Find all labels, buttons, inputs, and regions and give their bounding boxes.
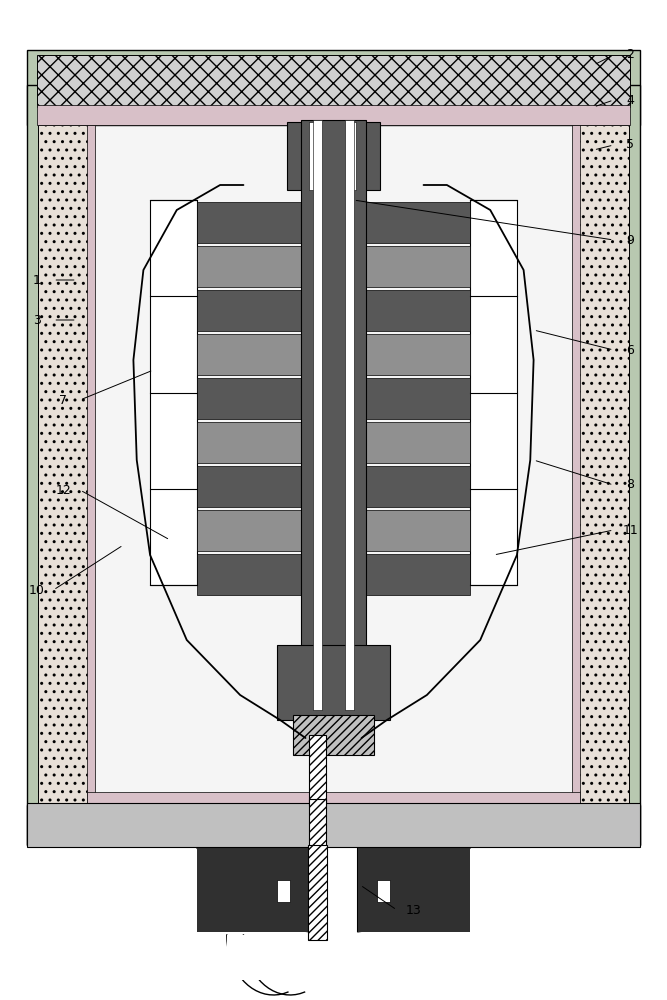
Bar <box>197 290 301 331</box>
Bar <box>366 554 470 595</box>
Bar <box>366 290 470 331</box>
Bar <box>27 803 640 847</box>
Bar <box>27 50 640 125</box>
Text: 7: 7 <box>59 393 67 406</box>
Bar <box>366 378 470 419</box>
Text: 6: 6 <box>626 344 634 357</box>
Bar <box>227 935 307 980</box>
Bar <box>470 200 517 585</box>
Bar <box>308 845 327 940</box>
Bar <box>37 105 630 125</box>
Bar <box>87 125 95 805</box>
Text: 4: 4 <box>626 94 634 106</box>
Bar <box>27 805 640 845</box>
Bar <box>366 510 470 551</box>
Text: 3: 3 <box>33 314 41 326</box>
Bar <box>277 645 390 720</box>
Polygon shape <box>358 848 470 932</box>
Bar <box>87 792 580 805</box>
Bar <box>301 120 366 710</box>
Bar <box>345 120 354 710</box>
Bar <box>309 799 326 847</box>
Text: 12: 12 <box>55 484 71 496</box>
Bar <box>572 125 580 805</box>
Text: 13: 13 <box>406 904 422 916</box>
Bar <box>358 847 470 932</box>
Bar <box>197 510 301 551</box>
Bar <box>197 554 301 595</box>
Bar <box>27 85 77 845</box>
Bar <box>366 422 470 463</box>
Text: 5: 5 <box>626 138 634 151</box>
Bar <box>309 122 318 190</box>
Bar <box>197 334 301 375</box>
Bar <box>87 125 580 805</box>
Bar <box>38 125 88 805</box>
Bar <box>366 202 470 243</box>
Bar <box>37 55 630 107</box>
Bar <box>366 246 470 287</box>
Bar <box>309 735 326 805</box>
Bar <box>197 466 301 507</box>
Bar <box>590 85 640 845</box>
Bar <box>287 122 380 190</box>
Bar <box>377 880 390 902</box>
Bar <box>197 847 309 932</box>
Bar <box>293 715 374 755</box>
Text: 1: 1 <box>33 273 41 286</box>
Text: 9: 9 <box>626 233 634 246</box>
Bar <box>366 334 470 375</box>
Text: 11: 11 <box>622 524 638 536</box>
Bar <box>313 120 322 710</box>
Bar <box>366 466 470 507</box>
Text: 10: 10 <box>29 584 45 596</box>
Bar <box>277 880 290 902</box>
Bar <box>197 378 301 419</box>
Bar <box>197 202 301 243</box>
Bar <box>197 422 301 463</box>
Text: 2: 2 <box>626 48 634 62</box>
Polygon shape <box>197 848 309 932</box>
Bar <box>579 125 629 805</box>
Text: 8: 8 <box>626 479 634 491</box>
Bar <box>197 246 301 287</box>
Bar <box>347 122 356 190</box>
Bar <box>150 200 197 585</box>
